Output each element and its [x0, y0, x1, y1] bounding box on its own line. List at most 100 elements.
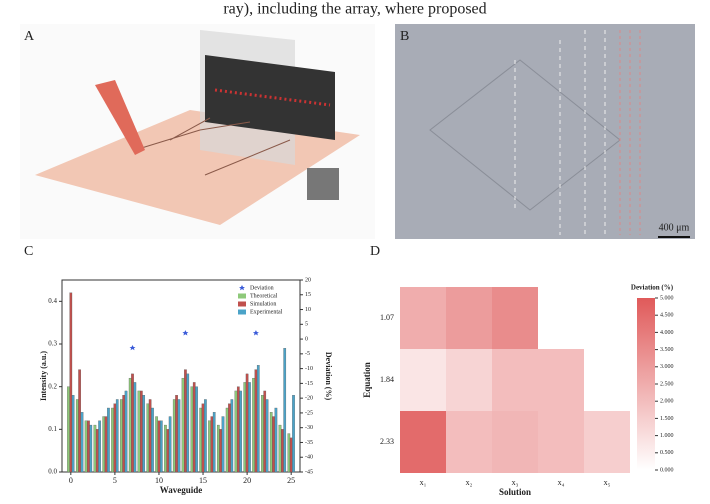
heatmap-cell	[446, 349, 492, 411]
bar	[164, 425, 166, 472]
y2-tick-label: -15	[305, 381, 313, 387]
bar	[257, 365, 259, 472]
colorbar-tick-label: 1.000	[660, 433, 674, 439]
bar	[252, 378, 254, 472]
y-axis-label: Intensity (a.u.)	[39, 351, 48, 401]
panel-label: A	[24, 29, 35, 44]
bar	[191, 387, 193, 472]
bar	[272, 417, 274, 472]
bar	[175, 395, 177, 472]
bar	[67, 387, 69, 472]
y-tick-label: 1.84	[380, 375, 394, 384]
y-tick-label: 0.1	[48, 425, 57, 433]
bar	[114, 404, 116, 472]
bar	[116, 399, 118, 472]
bar	[264, 391, 266, 472]
bar	[182, 378, 184, 472]
bar	[292, 395, 294, 472]
colorbar-tick-label: 0.500	[660, 450, 674, 456]
bar	[246, 374, 248, 472]
panel-a-image	[20, 24, 375, 239]
legend-label: Simulation	[250, 301, 276, 307]
bar	[94, 425, 96, 472]
bar	[231, 399, 233, 472]
x-tick-label: 20	[243, 476, 251, 485]
bar	[90, 425, 92, 472]
bar	[173, 399, 175, 472]
bar	[266, 399, 268, 472]
bar	[237, 387, 239, 472]
bar	[140, 391, 142, 472]
y2-tick-label: -10	[305, 366, 313, 372]
colorbar-tick-label: 2.000	[660, 399, 674, 405]
bar	[155, 417, 157, 472]
bar	[76, 399, 78, 472]
x-tick-label: 0	[69, 476, 73, 485]
bar	[222, 417, 224, 472]
x-tick-label: 10	[155, 476, 163, 485]
bar	[235, 391, 237, 472]
bar	[228, 404, 230, 472]
bar	[138, 391, 140, 472]
y-tick-label: 0.0	[48, 468, 57, 476]
x-axis-label: Waveguide	[160, 485, 203, 495]
bar	[279, 425, 281, 472]
bar	[202, 404, 204, 472]
bar	[248, 382, 250, 472]
heatmap-cell	[400, 349, 446, 411]
y2-tick-label: -5	[305, 351, 310, 357]
bar	[195, 387, 197, 472]
legend-label: Experimental	[250, 309, 283, 315]
bar	[131, 374, 133, 472]
bar	[105, 417, 107, 472]
y2-tick-label: 0	[305, 336, 308, 342]
legend-swatch	[238, 310, 246, 315]
bar	[103, 417, 105, 472]
y2-tick-label: -35	[305, 440, 313, 446]
colorbar-tick-label: 4.000	[660, 330, 674, 336]
bar	[284, 348, 286, 472]
colorbar-tick-label: 0.000	[660, 467, 674, 473]
x-tick-label: x₃	[512, 478, 519, 487]
y2-tick-label: -25	[305, 410, 313, 416]
bar	[125, 391, 127, 472]
bar	[217, 425, 219, 472]
x-axis-label: Solution	[499, 487, 531, 497]
caption: ray), including the array, where propose…	[223, 1, 486, 18]
bar	[72, 395, 74, 472]
heatmap-cell	[492, 349, 538, 411]
y2-tick-label: -40	[305, 455, 313, 461]
bar	[107, 408, 109, 472]
heatmap-cell	[400, 287, 446, 349]
bar	[129, 378, 131, 472]
scale-bar-label: 400 μm	[659, 222, 690, 233]
bar	[81, 412, 83, 472]
x-tick-label: 25	[287, 476, 295, 485]
heatmap-cell	[538, 411, 584, 473]
bar	[123, 395, 125, 472]
colorbar	[637, 298, 655, 470]
colorbar-tick-label: 5.000	[660, 295, 674, 301]
colorbar-tick-label: 3.000	[660, 364, 674, 370]
bar	[134, 382, 136, 472]
heatmap-cell	[492, 411, 538, 473]
bar	[98, 421, 100, 472]
bar	[270, 412, 272, 472]
y-axis-label: Equation	[362, 362, 372, 398]
bar	[160, 421, 162, 472]
colorbar-tick-label: 3.500	[660, 347, 674, 353]
bar	[120, 399, 122, 472]
bar	[211, 417, 213, 472]
y-tick-label: 1.07	[380, 313, 394, 322]
y-tick-label: 2.33	[380, 437, 394, 446]
x-tick-label: x₄	[558, 478, 565, 487]
bar	[193, 382, 195, 472]
bar	[147, 404, 149, 472]
x-tick-label: 15	[199, 476, 207, 485]
colorbar-label: Deviation (%)	[631, 284, 674, 292]
panel-label: B	[400, 29, 409, 44]
panel-label: C	[24, 244, 33, 259]
heatmap-cell	[400, 411, 446, 473]
heatmap-cell	[584, 411, 630, 473]
panel-label: D	[370, 244, 380, 259]
